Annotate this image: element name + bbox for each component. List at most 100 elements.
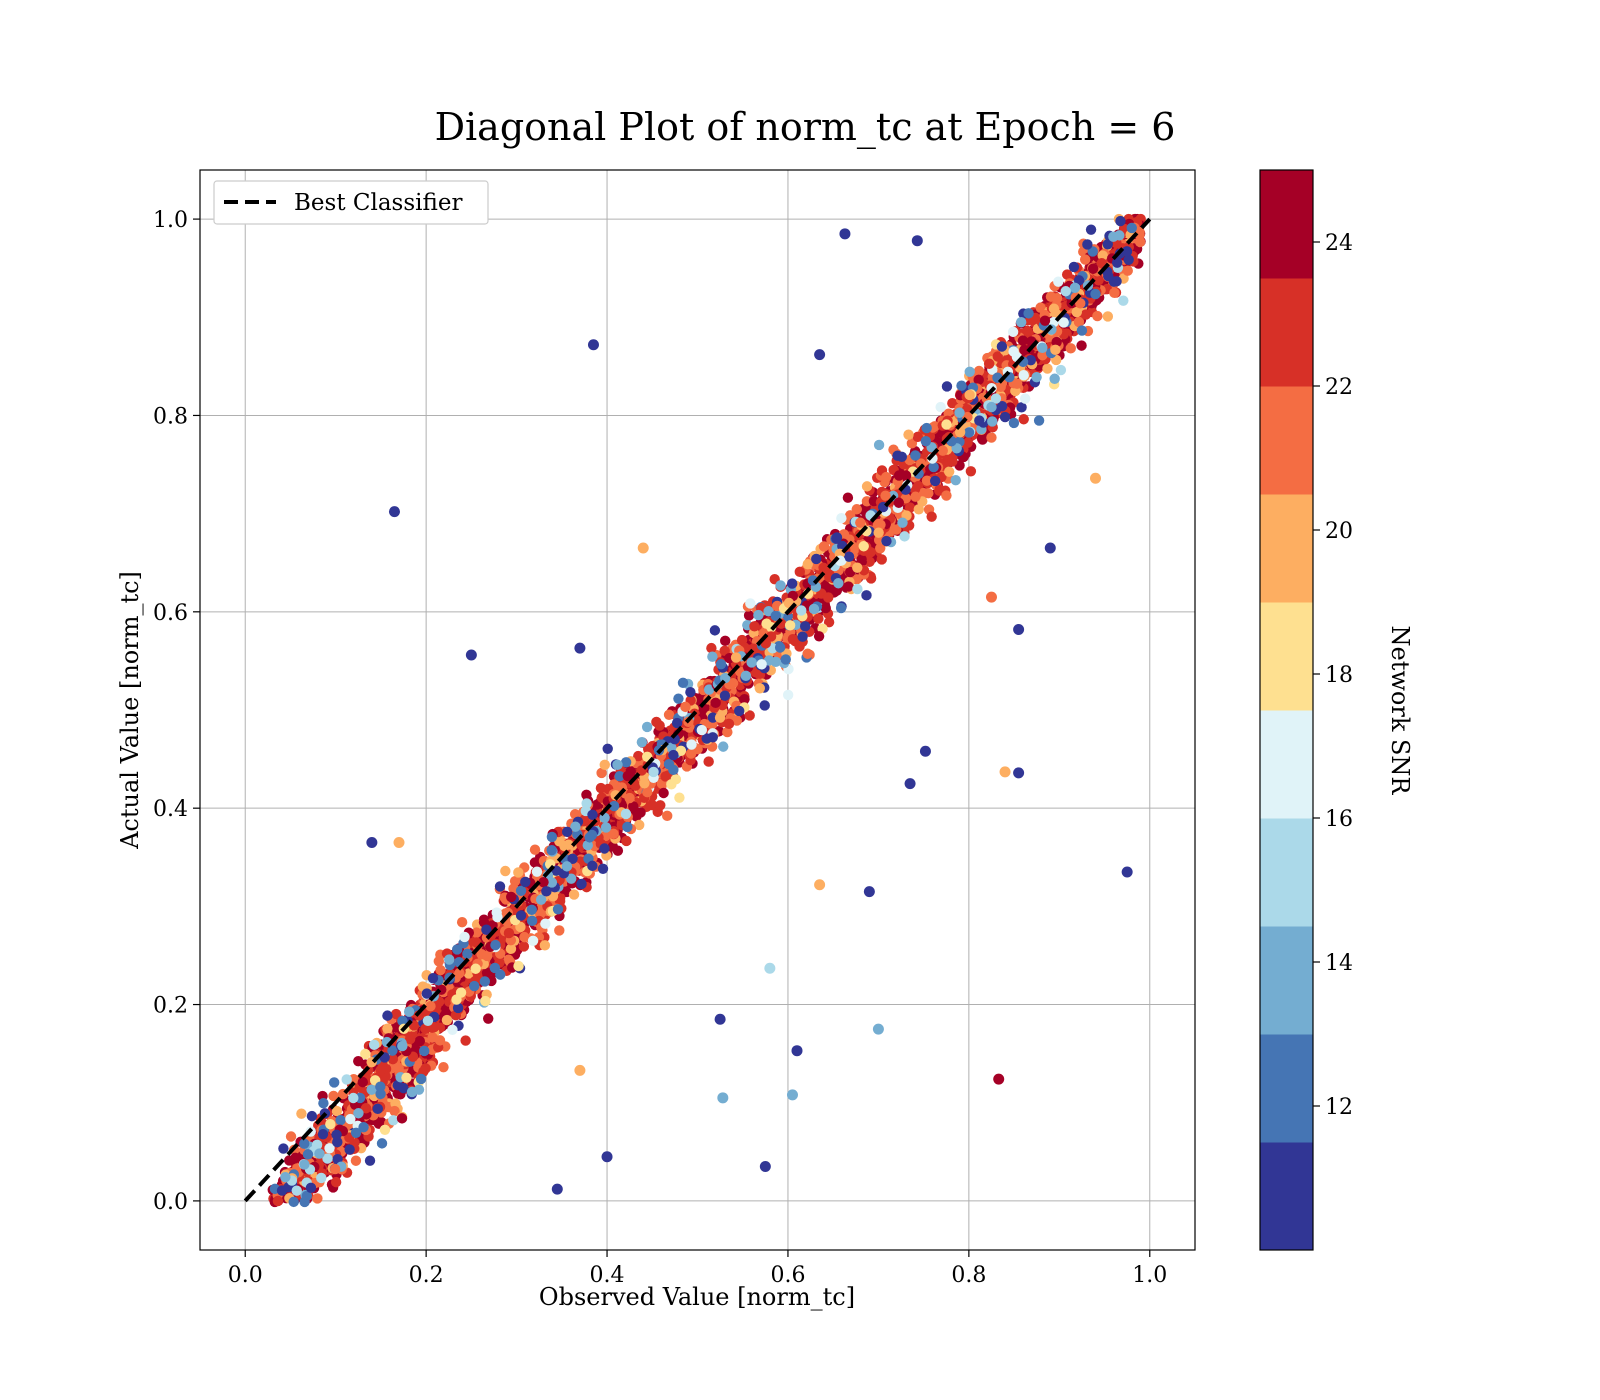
colorbar-tick-label: 20 <box>1325 519 1353 544</box>
scatter-point <box>280 1171 291 1183</box>
scatter-point <box>602 743 613 754</box>
scatter-point <box>1051 336 1062 348</box>
scatter-point <box>774 642 786 653</box>
scatter-point <box>567 853 578 864</box>
scatter-point <box>291 1185 302 1196</box>
scatter-point <box>1016 402 1027 413</box>
chart-title: Diagonal Plot of norm_tc at Epoch = 6 <box>435 105 1176 150</box>
scatter-point <box>376 1116 387 1128</box>
scatter-point <box>714 1013 726 1025</box>
scatter-point <box>791 1045 803 1057</box>
scatter-point <box>843 581 854 592</box>
scatter-point <box>717 1092 729 1104</box>
scatter-point <box>375 1065 386 1076</box>
scatter-point <box>973 374 984 386</box>
scatter-point <box>471 927 482 938</box>
scatter-point <box>387 1045 398 1056</box>
scatter-point <box>624 792 635 804</box>
scatter-point <box>861 590 872 601</box>
scatter-point <box>764 962 776 974</box>
scatter-point <box>427 973 439 984</box>
scatter-point <box>820 602 831 614</box>
scatter-point <box>718 741 729 752</box>
y-tick-label: 0.8 <box>153 404 188 429</box>
scatter-point <box>389 1105 400 1117</box>
scatter-point <box>648 766 659 778</box>
scatter-point <box>775 580 786 591</box>
scatter-point <box>353 1108 364 1119</box>
scatter-point <box>873 439 885 451</box>
x-tick-label: 0.4 <box>590 1263 625 1288</box>
scatter-point <box>642 786 653 798</box>
scatter-point <box>329 1163 341 1175</box>
scatter-point <box>919 745 931 757</box>
colorbar-bin <box>1260 710 1313 819</box>
scatter-point <box>393 837 405 849</box>
legend-label-best-classifier: Best Classifier <box>294 190 462 216</box>
scatter-point <box>1087 263 1099 274</box>
scatter-point <box>835 602 847 614</box>
scatter-point <box>786 1089 798 1101</box>
scatter-point <box>290 1152 301 1164</box>
scatter-point <box>481 924 492 935</box>
scatter-point <box>390 1022 401 1033</box>
scatter-point <box>419 1045 430 1057</box>
scatter-point <box>444 954 455 965</box>
legend: Best Classifier <box>213 180 489 225</box>
scatter-point <box>1021 325 1033 337</box>
scatter-point <box>518 941 530 952</box>
scatter-point <box>910 491 921 502</box>
x-tick-label: 1.0 <box>1132 1263 1167 1288</box>
scatter-point <box>415 1073 427 1085</box>
scatter-point <box>965 466 977 477</box>
scatter-point <box>379 1124 391 1135</box>
scatter-point <box>612 759 623 771</box>
scatter-point <box>433 956 445 967</box>
plot-frame <box>199 169 1196 1251</box>
scatter-point <box>302 1149 314 1160</box>
scatter-point <box>918 487 929 499</box>
scatter-point <box>396 1113 408 1124</box>
scatter-point <box>782 689 794 701</box>
scatter-point <box>388 506 400 518</box>
scatter-point <box>686 739 697 750</box>
scatter-point <box>897 517 908 528</box>
scatter-point <box>662 810 673 822</box>
scatter-point <box>285 1131 297 1142</box>
scatter-point <box>299 1138 310 1149</box>
scatter-point <box>813 631 825 642</box>
scatter-point <box>422 1015 434 1026</box>
scatter-point <box>786 578 798 589</box>
scatter-point <box>1071 306 1082 318</box>
scatter-point <box>761 618 772 629</box>
colorbar-bin <box>1260 818 1313 927</box>
scatter-point <box>628 801 639 812</box>
scatter-point <box>641 721 653 733</box>
scatter-point <box>529 857 541 868</box>
scatter-point <box>388 1115 399 1126</box>
scatter-point <box>992 351 1003 362</box>
scatter-point <box>454 968 465 979</box>
scatter-point <box>954 407 965 418</box>
y-axis-ticks: 0.00.20.40.60.81.0 <box>153 208 200 1215</box>
scatter-point <box>964 366 975 377</box>
scatter-point <box>746 657 757 668</box>
scatter-point <box>1102 239 1113 250</box>
scatter-point <box>1080 309 1092 320</box>
scatter-point <box>1019 393 1031 404</box>
scatter-point <box>947 398 958 409</box>
scatter-point <box>1122 265 1133 276</box>
scatter-point <box>574 1064 586 1076</box>
scatter-point <box>563 839 574 850</box>
scatter-point <box>818 541 830 552</box>
scatter-point <box>730 652 742 663</box>
scatter-point <box>328 1077 340 1088</box>
scatter-point <box>505 943 517 955</box>
scatter-point <box>296 1108 307 1119</box>
scatter-point <box>350 1155 362 1166</box>
scatter-point <box>909 483 921 495</box>
scatter-point <box>668 764 679 776</box>
scatter-point <box>552 904 564 915</box>
scatter-point <box>358 1121 369 1133</box>
scatter-point <box>1076 325 1088 336</box>
